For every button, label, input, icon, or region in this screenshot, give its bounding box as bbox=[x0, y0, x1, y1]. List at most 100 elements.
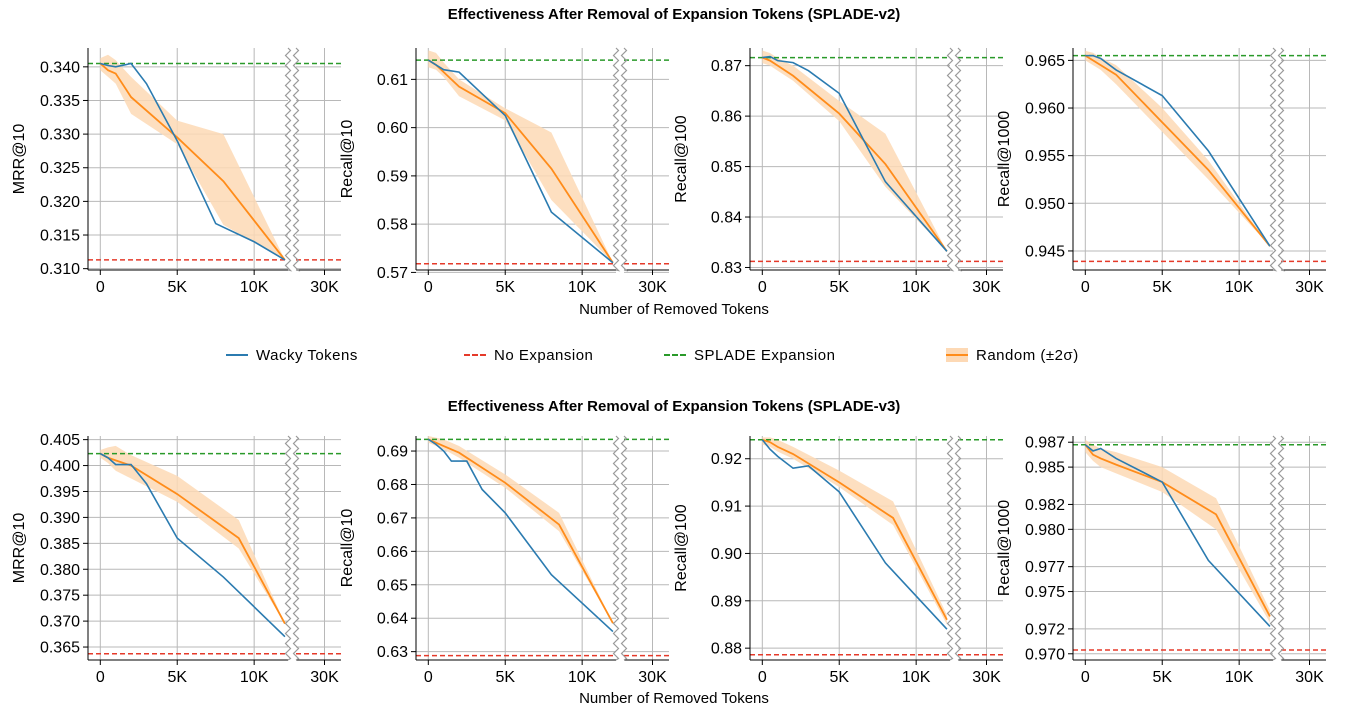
axis-break-right-g1-p1 bbox=[620, 435, 628, 661]
axis-break-left-g0-p3 bbox=[1269, 47, 1278, 272]
wacky-line-g1-p3 bbox=[1084, 444, 1271, 627]
ytick-label-g0-p2-3: 0.86 bbox=[711, 109, 742, 126]
xtick-label-30k-g0-p2: 30K bbox=[972, 279, 1001, 296]
ytick-label-g0-p1-3: 0.60 bbox=[377, 120, 408, 137]
y-axis-label-g1-p0: MRR@10 bbox=[11, 513, 28, 584]
xtick-label-g0-p2-1: 5K bbox=[829, 279, 849, 296]
xtick-label-g1-p2-2: 10K bbox=[902, 669, 931, 686]
ytick-label-g0-p0-1: 0.315 bbox=[40, 228, 80, 245]
random-band-g0-p2 bbox=[762, 50, 947, 252]
xtick-label-g1-p3-0: 0 bbox=[1081, 669, 1090, 686]
ytick-label-g0-p0-4: 0.330 bbox=[40, 127, 80, 144]
axis-break-right-g1-p2 bbox=[954, 435, 962, 661]
legend-item-wacky: Wacky Tokens bbox=[226, 344, 358, 366]
legend-swatch-wacky bbox=[226, 348, 248, 362]
legend-swatch-noexp bbox=[464, 348, 486, 362]
ytick-label-g0-p2-0: 0.83 bbox=[711, 260, 742, 277]
xtick-label-g0-p1-1: 5K bbox=[495, 279, 515, 296]
legend-label-noexp: No Expansion bbox=[494, 346, 594, 364]
legend-item-splade: SPLADE Expansion bbox=[664, 344, 835, 366]
panel-g0-p3: 0.945 0.950 0.955 0.960 0.965 0 5K 10K 30K Recall… bbox=[996, 47, 1326, 296]
ytick-label-g1-p3-7: 0.987 bbox=[1025, 435, 1065, 452]
y-axis-label-g1-p3: Recall@1000 bbox=[996, 500, 1013, 596]
wacky-line-g1-p2 bbox=[761, 439, 948, 630]
axis-break-right-g0-p3 bbox=[1277, 47, 1286, 272]
ytick-label-g1-p1-2: 0.65 bbox=[377, 577, 408, 594]
ytick-label-g1-p3-5: 0.982 bbox=[1025, 497, 1065, 514]
panel-g0-p1: 0.57 0.58 0.59 0.60 0.61 0 5K 10K 30K Recall@10 bbox=[339, 47, 669, 296]
axis-break-left-g0-p0 bbox=[284, 47, 293, 272]
ytick-label-g1-p3-2: 0.975 bbox=[1025, 584, 1065, 601]
ytick-label-g0-p2-4: 0.87 bbox=[711, 58, 742, 75]
ytick-label-g1-p1-5: 0.68 bbox=[377, 477, 408, 494]
ytick-label-g1-p2-2: 0.90 bbox=[711, 546, 742, 563]
ytick-label-g1-p0-2: 0.375 bbox=[40, 588, 80, 605]
ytick-label-g1-p0-8: 0.405 bbox=[40, 432, 80, 449]
ytick-label-g0-p0-6: 0.340 bbox=[40, 59, 80, 76]
xtick-label-g1-p0-1: 5K bbox=[167, 669, 187, 686]
axis-break-right-g0-p1 bbox=[620, 47, 629, 272]
ytick-label-g1-p2-3: 0.91 bbox=[711, 499, 742, 516]
random-band-g0-p3 bbox=[1085, 50, 1270, 247]
axis-break-left-g1-p3 bbox=[1269, 435, 1277, 661]
legend-item-noexp: No Expansion bbox=[464, 344, 593, 366]
legend-item-random: Random (±2σ) bbox=[946, 344, 1079, 366]
chart-title-v2: Effectiveness After Removal of Expansion… bbox=[447, 6, 901, 23]
legend-swatch-random bbox=[946, 348, 968, 362]
ytick-label-g1-p0-1: 0.370 bbox=[40, 614, 80, 631]
axis-break-left-g1-p0 bbox=[284, 435, 292, 661]
ytick-label-g0-p1-2: 0.59 bbox=[377, 168, 408, 185]
ytick-label-g0-p3-0: 0.945 bbox=[1025, 243, 1065, 260]
ytick-label-g0-p3-4: 0.965 bbox=[1025, 53, 1065, 70]
y-axis-label-g0-p3: Recall@1000 bbox=[996, 111, 1013, 207]
xtick-label-g0-p0-1: 5K bbox=[167, 279, 187, 296]
xtick-label-g0-p0-2: 10K bbox=[240, 279, 269, 296]
ytick-label-g1-p2-0: 0.88 bbox=[711, 641, 742, 658]
legend-label-wacky: Wacky Tokens bbox=[256, 346, 358, 364]
ytick-label-g1-p2-1: 0.89 bbox=[711, 593, 742, 610]
ytick-label-g1-p0-4: 0.385 bbox=[40, 536, 80, 553]
axis-break-left-g1-p1 bbox=[612, 435, 620, 661]
ytick-label-g1-p1-3: 0.66 bbox=[377, 544, 408, 561]
xtick-label-g0-p3-2: 10K bbox=[1225, 279, 1254, 296]
xtick-label-30k-g0-p3: 30K bbox=[1295, 279, 1324, 296]
axis-break-left-g0-p1 bbox=[612, 47, 621, 272]
random-band-g0-p0 bbox=[100, 54, 285, 260]
ytick-label-g1-p3-3: 0.977 bbox=[1025, 559, 1065, 576]
ytick-label-g1-p0-0: 0.365 bbox=[40, 640, 80, 657]
ytick-label-g0-p0-2: 0.320 bbox=[40, 194, 80, 211]
ytick-label-g1-p1-0: 0.63 bbox=[377, 644, 408, 661]
ytick-label-g0-p1-4: 0.61 bbox=[377, 72, 408, 89]
xtick-label-g1-p3-2: 10K bbox=[1225, 669, 1254, 686]
xtick-label-30k-g0-p0: 30K bbox=[310, 279, 339, 296]
legend: Wacky Tokens No Expansion SPLADE Expansi… bbox=[0, 344, 1348, 366]
xtick-label-g0-p1-0: 0 bbox=[424, 279, 433, 296]
wacky-line-g1-p1 bbox=[427, 438, 614, 633]
axis-break-right-g1-p3 bbox=[1277, 435, 1285, 661]
ytick-label-g1-p3-1: 0.972 bbox=[1025, 621, 1065, 638]
chart-title-v3: Effectiveness After Removal of Expansion… bbox=[447, 398, 901, 415]
wacky-line-g0-p1 bbox=[427, 59, 614, 264]
xtick-label-g0-p0-0: 0 bbox=[96, 279, 105, 296]
ytick-label-g0-p0-3: 0.325 bbox=[40, 160, 80, 177]
y-axis-label-g1-p2: Recall@100 bbox=[673, 504, 690, 592]
ytick-label-g1-p0-5: 0.390 bbox=[40, 510, 80, 527]
legend-swatch-splade bbox=[664, 348, 686, 362]
xtick-label-30k-g1-p1: 30K bbox=[638, 669, 667, 686]
ytick-label-g1-p1-6: 0.69 bbox=[377, 444, 408, 461]
random-line-g1-p3 bbox=[1084, 444, 1271, 617]
random-band-g0-p1 bbox=[428, 50, 613, 263]
xtick-label-g1-p0-0: 0 bbox=[96, 669, 105, 686]
xtick-label-g1-p0-2: 10K bbox=[240, 669, 269, 686]
y-axis-label-g0-p1: Recall@10 bbox=[339, 120, 356, 199]
xtick-label-g0-p2-0: 0 bbox=[758, 279, 767, 296]
xtick-label-g1-p1-0: 0 bbox=[424, 669, 433, 686]
ytick-label-g1-p3-4: 0.980 bbox=[1025, 522, 1065, 539]
random-band-g1-p3 bbox=[1085, 439, 1270, 623]
random-line-g0-p2 bbox=[761, 56, 948, 252]
random-line-g1-p0 bbox=[99, 452, 286, 625]
xtick-label-30k-g1-p3: 30K bbox=[1295, 669, 1324, 686]
xtick-label-g1-p2-0: 0 bbox=[758, 669, 767, 686]
ytick-label-g1-p3-6: 0.985 bbox=[1025, 460, 1065, 477]
